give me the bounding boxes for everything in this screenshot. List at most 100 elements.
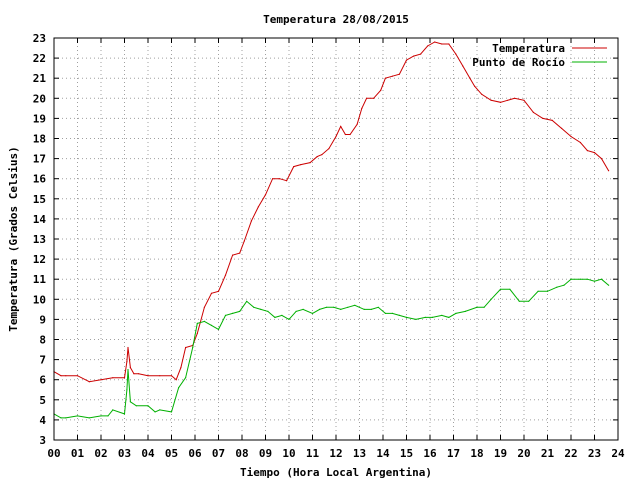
x-tick-label: 05 (165, 447, 178, 460)
y-tick-label: 14 (33, 213, 47, 226)
x-tick-label: 07 (212, 447, 225, 460)
series-point-0 (361, 107, 363, 109)
series-point-1 (391, 312, 393, 314)
x-tick-label: 18 (470, 447, 483, 460)
series-point-1 (253, 306, 255, 308)
x-tick-label: 02 (94, 447, 107, 460)
series-point-0 (112, 377, 114, 379)
legend-label-punto-de-rocio: Punto de Rocío (472, 56, 565, 69)
series-point-1 (178, 387, 180, 389)
y-tick-label: 21 (33, 72, 47, 85)
series-point-1 (563, 284, 565, 286)
series-point-0 (448, 43, 450, 45)
series-point-1 (135, 405, 137, 407)
x-tick-label: 23 (588, 447, 601, 460)
series-point-1 (203, 320, 205, 322)
series-point-1 (464, 310, 466, 312)
legend: Temperatura Punto de Rocío (472, 42, 607, 69)
series-point-0 (523, 99, 525, 101)
series-point-0 (100, 379, 102, 381)
y-tick-label: 20 (33, 92, 46, 105)
x-tick-label: 09 (259, 447, 272, 460)
series-point-0 (481, 93, 483, 95)
series-point-0 (133, 373, 135, 375)
series-point-1 (281, 314, 283, 316)
series-point-0 (65, 375, 67, 377)
series-point-0 (76, 375, 79, 377)
y-tick-label: 6 (39, 374, 46, 387)
series-point-0 (286, 180, 288, 182)
series-point-0 (608, 170, 610, 172)
series-point-1 (570, 278, 572, 280)
y-tick-label: 8 (39, 334, 46, 347)
series-point-1 (196, 322, 198, 324)
series-point-1 (490, 298, 492, 300)
series-point-0 (469, 77, 471, 79)
series-point-1 (483, 306, 485, 308)
y-tick-label: 4 (39, 414, 46, 427)
series-point-0 (344, 133, 346, 136)
x-tick-label: 17 (447, 447, 460, 460)
y-tick-label: 7 (39, 354, 46, 367)
series-point-1 (448, 316, 450, 318)
y-tick-label: 16 (33, 173, 47, 186)
series-point-0 (224, 274, 227, 276)
series-point-0 (123, 377, 126, 379)
series-point-1 (224, 314, 227, 316)
x-tick-label: 15 (400, 447, 413, 460)
series-point-0 (127, 346, 129, 349)
series-point-1 (326, 306, 328, 308)
series-point-1 (354, 304, 356, 306)
series-point-0 (441, 43, 443, 45)
series-point-1 (579, 278, 582, 280)
series-point-1 (441, 314, 443, 316)
series-point-0 (300, 164, 302, 166)
series-point-1 (88, 417, 90, 419)
series-point-0 (507, 99, 509, 101)
series-point-0 (391, 75, 393, 77)
series-point-0 (490, 99, 492, 101)
series-point-1 (112, 409, 114, 411)
series-point-0 (462, 65, 464, 67)
series-point-0 (126, 361, 128, 363)
series-point-1 (123, 413, 126, 415)
series-point-0 (309, 162, 311, 164)
series-point-0 (561, 127, 563, 129)
series-point-0 (185, 346, 187, 349)
series-point-1 (217, 328, 220, 330)
x-axis-title: Tiempo (Hora Local Argentina) (240, 466, 432, 479)
y-tick-label: 22 (33, 52, 46, 65)
series-point-1 (333, 306, 335, 308)
series-point-0 (420, 53, 422, 55)
series-point-0 (373, 97, 375, 99)
y-tick-label: 18 (33, 133, 46, 146)
y-tick-label: 17 (33, 153, 46, 166)
y-axis-title: Temperatura (Grados Celsius) (7, 146, 20, 331)
series-point-0 (514, 97, 516, 99)
series-point-1 (159, 409, 161, 411)
series-point-1 (537, 290, 539, 292)
series-point-0 (532, 111, 535, 113)
series-point-1 (518, 300, 520, 302)
series-point-0 (264, 194, 267, 196)
series-point-1 (147, 405, 149, 407)
series-point-0 (434, 41, 436, 43)
series-point-1 (170, 411, 173, 413)
series-point-1 (398, 314, 400, 316)
series-point-1 (431, 316, 433, 318)
series-point-1 (370, 308, 372, 310)
series-point-0 (279, 178, 281, 180)
series-point-1 (415, 318, 417, 320)
y-tick-labels: 3 4 5 6 7 8 9 10 11 12 13 14 15 16 17 18 19 20 21 22 23 (33, 32, 47, 447)
series-point-1 (185, 377, 187, 379)
series-point-0 (570, 135, 572, 138)
series-point-0 (349, 133, 351, 136)
series-line-0 (53, 41, 610, 383)
series-point-1 (274, 316, 276, 318)
series-point-1 (210, 324, 213, 326)
series-point-0 (366, 97, 368, 99)
grid (54, 38, 618, 440)
series-point-0 (250, 220, 252, 222)
series-point-1 (192, 346, 194, 349)
series-point-1 (586, 278, 589, 280)
